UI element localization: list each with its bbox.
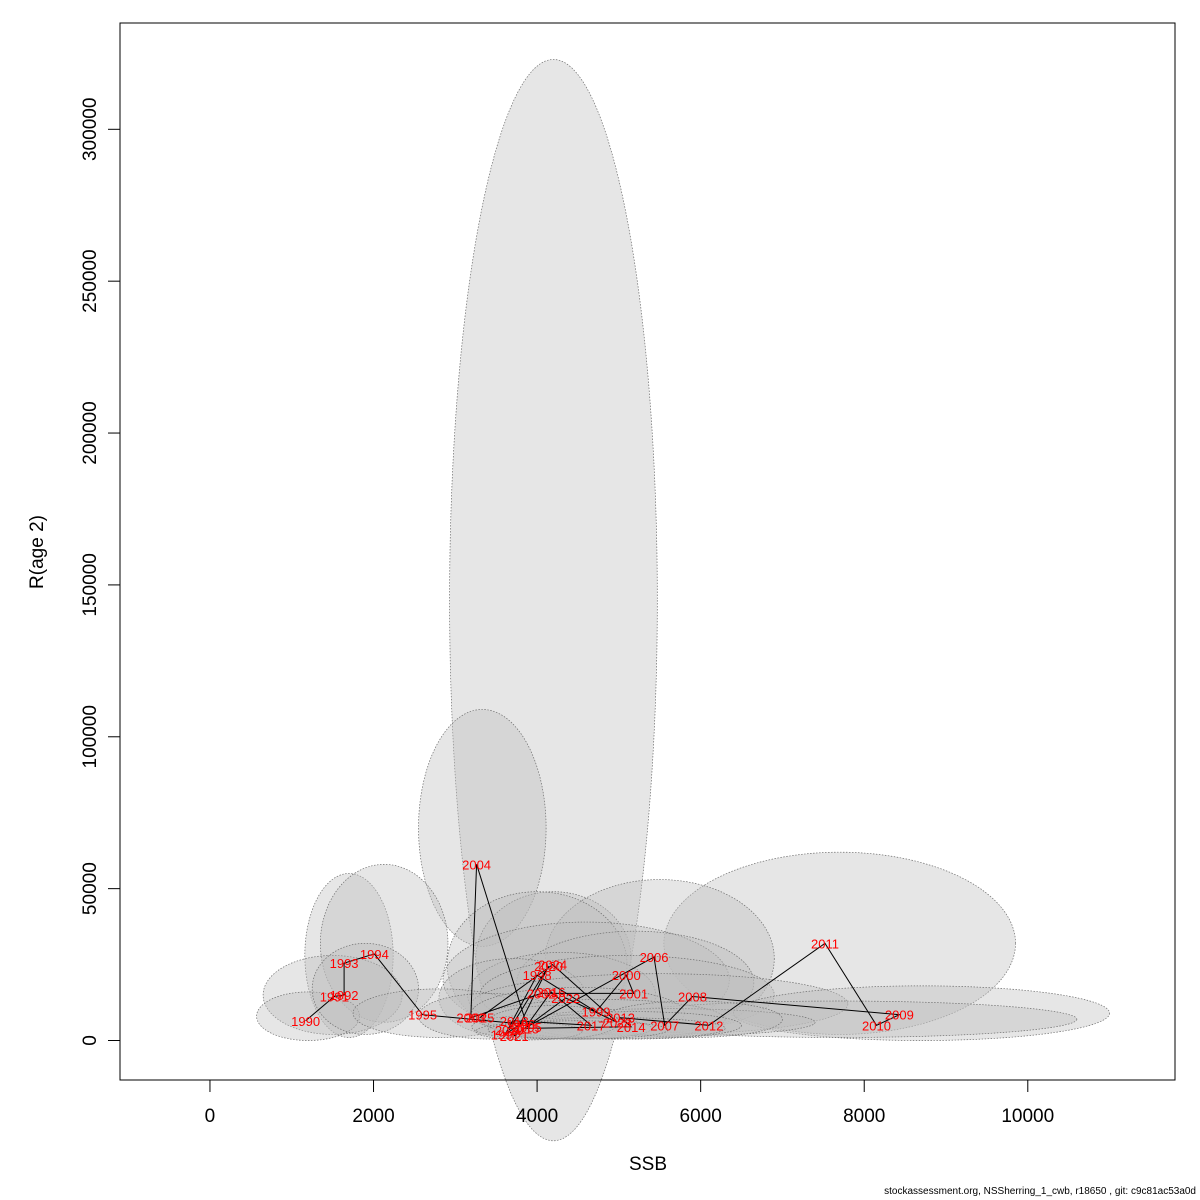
year-label-2024: 2024 [538, 958, 567, 973]
year-label-1997: 1997 [491, 1027, 520, 1042]
x-tick-label-2000: 2000 [352, 1106, 394, 1127]
y-axis-title: R(age 2) [27, 515, 48, 589]
y-tick-label-300000: 300000 [80, 98, 101, 161]
year-label-1999: 1999 [582, 1005, 611, 1020]
year-label-2010: 2010 [862, 1018, 891, 1033]
confidence-ellipse-17 [602, 1000, 1078, 1038]
confidence-ellipse-30 [475, 1022, 583, 1041]
year-label-2000: 2000 [612, 968, 641, 983]
y-tick-label-200000: 200000 [80, 401, 101, 464]
confidence-ellipse-16 [733, 985, 1110, 1041]
x-axis-title: SSB [629, 1154, 667, 1175]
footer-credit: stockassessment.org, NSSherring_1_cwb, r… [884, 1186, 1196, 1197]
year-label-2007: 2007 [650, 1018, 679, 1033]
y-axis: 0 50000 100000 150000 200000 250000 300000 [80, 98, 121, 1046]
year-label-2015: 2015 [510, 1021, 539, 1036]
year-label-1990: 1990 [291, 1014, 320, 1029]
year-label-1991: 1991 [320, 989, 349, 1004]
y-tick-label-50000: 50000 [80, 862, 101, 915]
year-label-1992: 1992 [330, 988, 359, 1003]
year-label-2011: 2011 [811, 936, 839, 951]
year-label-2019: 2019 [495, 1023, 524, 1038]
year-label-2018: 2018 [500, 1014, 529, 1029]
year-label-2002: 2002 [527, 986, 556, 1001]
year-label-1994: 1994 [360, 947, 389, 962]
year-label-2025: 2025 [465, 1011, 494, 1026]
y-tick-label-250000: 250000 [80, 249, 101, 312]
time-series-path [305, 864, 902, 1037]
year-label-2023: 2023 [603, 1015, 632, 1030]
confidence-ellipse-31 [487, 1020, 669, 1040]
confidence-ellipse-8 [544, 879, 775, 1038]
confidence-ellipse-0 [449, 59, 658, 1142]
year-label-2004: 2004 [462, 857, 491, 872]
sr-trajectory-line [305, 864, 902, 1037]
confidence-ellipses [256, 59, 1110, 1142]
confidence-ellipse-6 [256, 991, 360, 1041]
year-label-2005: 2005 [513, 1020, 542, 1035]
year-label-2001: 2001 [619, 986, 648, 1001]
year-label-2003: 2003 [456, 1011, 485, 1026]
y-tick-label-100000: 100000 [80, 705, 101, 768]
y-tick-label-0: 0 [80, 1035, 101, 1046]
year-label-2021: 2021 [500, 1029, 529, 1044]
confidence-ellipse-25 [602, 1000, 783, 1038]
year-label-2012: 2012 [694, 1018, 723, 1033]
x-tick-label-8000: 8000 [843, 1106, 885, 1127]
year-label-2008: 2008 [678, 989, 707, 1004]
year-label-1996: 1996 [506, 1017, 535, 1032]
year-label-1995: 1995 [408, 1008, 437, 1023]
year-label-2013: 2013 [606, 1011, 635, 1026]
confidence-ellipse-18 [311, 942, 419, 1035]
year-label-2014: 2014 [617, 1020, 646, 1035]
year-label-2020: 2020 [534, 959, 563, 974]
x-axis: 0 2000 4000 6000 8000 10000 [205, 1079, 1054, 1127]
year-label-2017: 2017 [577, 1018, 606, 1033]
year-label-2016: 2016 [537, 985, 566, 1000]
confidence-ellipse-5 [262, 955, 403, 1035]
confidence-ellipse-3 [304, 873, 394, 1038]
year-label-2006: 2006 [640, 950, 669, 965]
confidence-ellipse-1 [418, 709, 547, 947]
confidence-ellipse-2 [663, 851, 1016, 1035]
x-tick-label-10000: 10000 [1001, 1106, 1054, 1127]
confidence-ellipse-20 [418, 993, 558, 1040]
year-label-2009: 2009 [885, 1008, 914, 1023]
y-tick-label-150000: 150000 [80, 553, 101, 616]
confidence-ellipse-4 [320, 863, 449, 1023]
confidence-ellipse-19 [352, 988, 526, 1038]
x-tick-label-6000: 6000 [680, 1106, 722, 1127]
year-label-2022: 2022 [551, 991, 580, 1006]
x-tick-label-4000: 4000 [516, 1106, 558, 1127]
x-tick-label-0: 0 [205, 1106, 216, 1127]
year-label-1993: 1993 [330, 956, 359, 971]
year-label-1998: 1998 [523, 968, 552, 983]
confidence-ellipse-28 [512, 1017, 726, 1040]
